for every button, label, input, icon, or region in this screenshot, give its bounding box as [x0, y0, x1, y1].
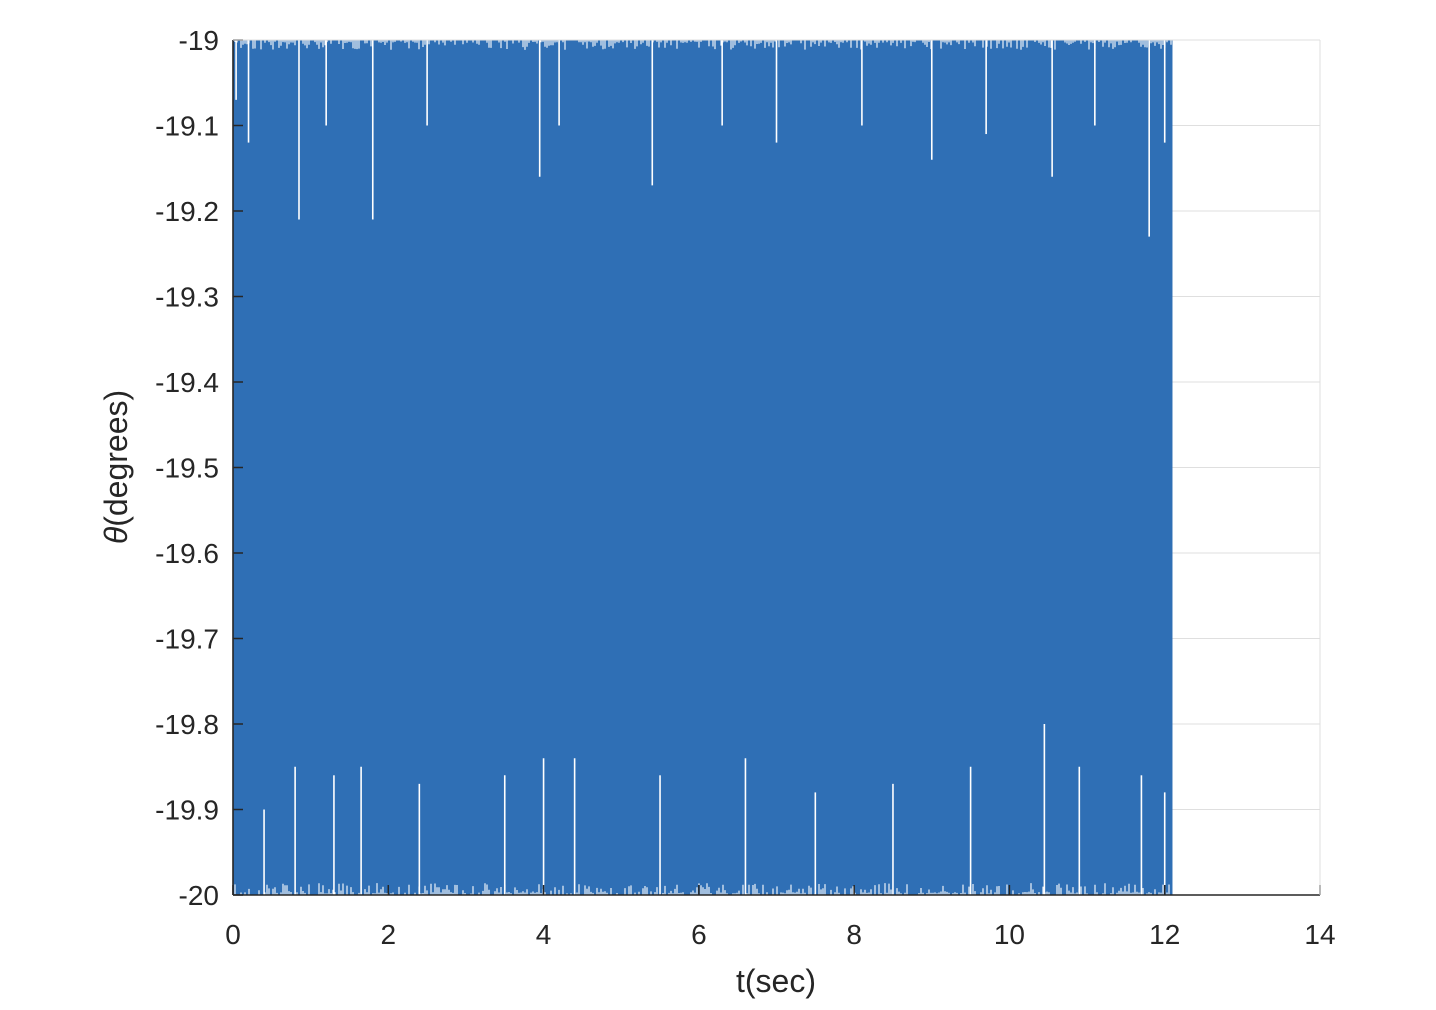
- x-axis-label: t(sec): [736, 963, 816, 999]
- x-tick-label: 12: [1149, 919, 1180, 950]
- series-top-edge-noise: [234, 40, 1172, 50]
- x-tick-label: 8: [846, 919, 862, 950]
- y-axis-label-symbol: θ: [98, 526, 134, 544]
- y-tick-label: -20: [179, 880, 219, 911]
- y-tick-label: -19.2: [155, 196, 219, 227]
- y-tick-label: -19.3: [155, 282, 219, 313]
- x-tick-labels: 0 2 4 6 8 10 12 14: [225, 919, 1335, 950]
- y-tick-label: -19.8: [155, 709, 219, 740]
- y-tick-label: -19: [179, 25, 219, 56]
- y-tick-label: -19.7: [155, 624, 219, 655]
- y-tick-label: -19.5: [155, 453, 219, 484]
- y-tick-label: -19.6: [155, 538, 219, 569]
- x-tick-label: 10: [994, 919, 1025, 950]
- x-tick-label: 6: [691, 919, 707, 950]
- x-tick-label: 14: [1304, 919, 1335, 950]
- y-tick-label: -19.4: [155, 367, 219, 398]
- axes: [232, 39, 1321, 896]
- y-tick-label: -19.1: [155, 111, 219, 142]
- y-tick-labels: -19 -19.1 -19.2 -19.3 -19.4 -19.5 -19.6 -19.7 -1…: [155, 25, 219, 911]
- series-fill: [233, 40, 1173, 895]
- y-axis-label-text: (degrees): [98, 390, 134, 527]
- x-tick-label: 0: [225, 919, 241, 950]
- y-tick-label: -19.9: [155, 795, 219, 826]
- x-tick-label: 4: [536, 919, 552, 950]
- data-series: [232, 40, 1173, 895]
- y-axis-label: θ(degrees): [98, 390, 134, 544]
- x-tick-label: 2: [380, 919, 396, 950]
